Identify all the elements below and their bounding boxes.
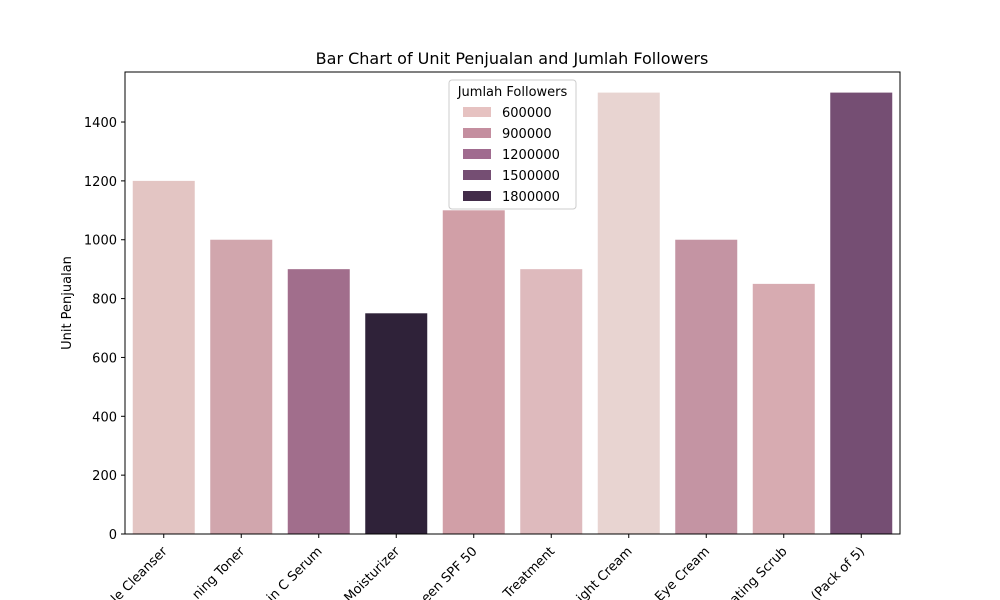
bar-6 bbox=[520, 269, 583, 534]
legend-swatch bbox=[463, 128, 491, 138]
legend: Jumlah Followers 600000 900000 1200000 15000… bbox=[448, 79, 577, 210]
bar-9 bbox=[752, 283, 815, 534]
legend-label: 900000 bbox=[502, 127, 552, 142]
x-tick-label: Treatment bbox=[500, 544, 558, 600]
y-tick-label: 1400 bbox=[84, 116, 117, 131]
y-tick-label: 0 bbox=[109, 528, 117, 543]
bar-2 bbox=[210, 239, 273, 534]
x-tick-label: ight Cream bbox=[574, 544, 636, 600]
x-tick-label: ating Scrub bbox=[727, 544, 790, 600]
x-tick-label: le Cleanser bbox=[109, 544, 172, 600]
y-tick-label: 1200 bbox=[84, 175, 117, 190]
plot-frame bbox=[124, 71, 901, 535]
y-axis: 0 200 400 600 800 1000 1200 1400 bbox=[84, 116, 125, 543]
bar-5 bbox=[442, 210, 505, 534]
legend-swatch bbox=[463, 149, 491, 159]
y-tick-label: 600 bbox=[92, 351, 117, 366]
x-tick-label: in C Serum bbox=[264, 544, 325, 600]
bar-4 bbox=[365, 313, 428, 534]
bar-3 bbox=[287, 269, 350, 534]
legend-label: 1500000 bbox=[502, 169, 560, 184]
legend-label: 1800000 bbox=[502, 190, 560, 205]
legend-title: Jumlah Followers bbox=[457, 85, 568, 100]
bar-8 bbox=[675, 239, 738, 534]
x-tick-label: een SPF 50 bbox=[419, 544, 481, 600]
legend-label: 1200000 bbox=[502, 148, 560, 163]
x-axis: le Cleanser ning Toner in C Serum Moisturiz… bbox=[109, 534, 868, 600]
bars-group bbox=[132, 92, 893, 535]
y-axis-label: Unit Penjualan bbox=[60, 256, 75, 350]
legend-swatch bbox=[463, 191, 491, 201]
legend-swatch bbox=[463, 170, 491, 180]
bar-10 bbox=[830, 92, 893, 534]
x-tick-label: Moisturizer bbox=[342, 544, 404, 600]
legend-label: 600000 bbox=[502, 106, 552, 121]
bar-1 bbox=[132, 180, 195, 535]
legend-swatch bbox=[463, 107, 491, 117]
x-tick-label: (Pack of 5) bbox=[809, 544, 868, 600]
y-tick-label: 200 bbox=[92, 469, 117, 484]
y-tick-label: 400 bbox=[92, 410, 117, 425]
bar-7 bbox=[597, 92, 660, 534]
y-tick-label: 1000 bbox=[84, 234, 117, 249]
chart-title: Bar Chart of Unit Penjualan and Jumlah F… bbox=[316, 49, 709, 68]
x-tick-label: Eye Cream bbox=[652, 544, 713, 600]
x-tick-label: ning Toner bbox=[190, 544, 249, 600]
y-tick-label: 800 bbox=[92, 293, 117, 308]
